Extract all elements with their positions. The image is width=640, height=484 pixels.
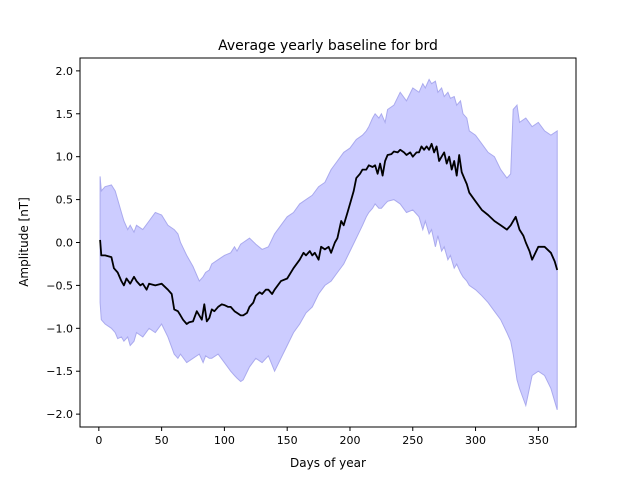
x-tick-label: 0: [95, 434, 102, 447]
y-axis-label: Amplitude [nT]: [17, 197, 31, 287]
x-tick-label: 50: [155, 434, 169, 447]
x-tick-label: 150: [277, 434, 298, 447]
x-tick-label: 100: [214, 434, 235, 447]
y-tick-label: 0.0: [56, 237, 74, 250]
x-tick-label: 200: [339, 434, 360, 447]
chart-title: Average yearly baseline for brd: [218, 38, 438, 54]
y-tick-label: 2.0: [56, 65, 74, 78]
y-tick-label: 1.5: [56, 108, 74, 121]
x-axis-label: Days of year: [290, 456, 366, 470]
x-tick-label: 350: [528, 434, 549, 447]
y-tick-label: −2.0: [46, 408, 73, 421]
x-tick-label: 300: [465, 434, 486, 447]
y-tick-label: 0.5: [56, 194, 74, 207]
confidence-band: [99, 78, 558, 410]
y-tick-label: −1.0: [46, 322, 73, 335]
mean-line: [99, 142, 559, 325]
plot-area: 0 50 100 150 200 250 300 350 −2.0 −1.5 −1.0 −0.5 0.0…: [46, 57, 577, 447]
y-tick-label: −0.5: [46, 279, 73, 292]
y-tick-label: −1.5: [46, 365, 73, 378]
x-tick-label: 250: [402, 434, 423, 447]
y-tick-label: 1.0: [56, 151, 74, 164]
